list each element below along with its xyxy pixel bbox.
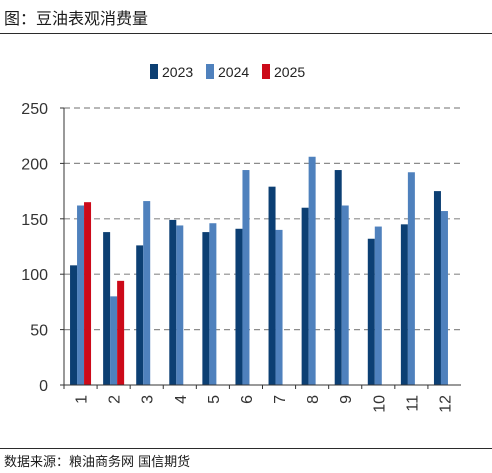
x-tick-label: 2 (107, 395, 124, 404)
legend-label-2023: 2023 (162, 64, 193, 80)
top-rule (0, 33, 492, 34)
axes (63, 108, 461, 386)
bar-2023-8 (301, 207, 309, 385)
bar-2023-5 (202, 232, 210, 385)
legend-label-2025: 2025 (274, 64, 305, 80)
bar-2024-11 (407, 172, 415, 385)
bar-2024-8 (308, 156, 316, 385)
x-tick-label: 3 (140, 395, 157, 404)
bar-2023-1 (70, 265, 78, 385)
bar-2024-4 (176, 225, 184, 385)
x-tick-label: 12 (437, 395, 454, 413)
bar-2023-10 (367, 238, 375, 385)
x-tick-label: 10 (371, 395, 388, 413)
x-tick-label: 8 (305, 395, 322, 404)
bar-2025-1 (84, 202, 92, 385)
bar-2024-3 (143, 201, 151, 385)
bar-2023-2 (103, 232, 111, 385)
legend-swatch-2025 (262, 64, 270, 79)
y-tick-label: 200 (21, 156, 48, 173)
bar-2023-4 (169, 219, 177, 385)
y-tick-label: 150 (21, 212, 48, 229)
y-tick-label: 250 (21, 101, 48, 118)
legend-swatch-2023 (150, 64, 158, 79)
legend: 2023 2024 2025 (150, 64, 305, 80)
legend-swatch-2024 (206, 64, 214, 79)
y-tick-label: 0 (39, 378, 48, 395)
bar-2023-6 (235, 228, 243, 385)
bar-2023-9 (334, 170, 342, 385)
y-tick-label: 50 (30, 323, 48, 340)
bottom-rule (0, 448, 492, 449)
bar-2024-5 (209, 223, 217, 385)
figure-source: 数据来源：粮油商务网 国信期货 (4, 455, 191, 470)
x-tick-label: 5 (206, 395, 223, 404)
gridlines (64, 107, 461, 331)
bar-2023-12 (433, 191, 441, 385)
bars (70, 156, 448, 385)
y-axis-ticks: 0 50 100 150 200 250 (21, 101, 64, 395)
x-tick-label: 11 (404, 395, 421, 412)
bar-2024-2 (110, 296, 118, 385)
x-tick-label: 6 (239, 395, 256, 404)
bar-2025-2 (117, 280, 125, 385)
x-axis-ticks: 1 2 3 4 5 6 7 8 9 10 11 12 (63, 385, 454, 413)
bar-2023-3 (136, 245, 144, 385)
bar-2023-7 (268, 186, 276, 385)
bar-2024-1 (77, 205, 85, 385)
x-tick-label: 7 (272, 395, 289, 404)
bar-2024-6 (242, 170, 250, 385)
x-tick-label: 1 (74, 395, 91, 404)
bar-2024-12 (440, 211, 448, 385)
y-tick-label: 100 (21, 267, 48, 284)
bar-2024-9 (341, 205, 349, 385)
bar-2024-7 (275, 229, 283, 385)
bar-2024-10 (374, 226, 382, 385)
bar-2023-11 (400, 224, 408, 385)
x-tick-label: 9 (338, 395, 355, 404)
legend-label-2024: 2024 (218, 64, 249, 80)
figure-title: 图：豆油表观消费量 (4, 9, 149, 28)
x-tick-label: 4 (173, 395, 190, 404)
